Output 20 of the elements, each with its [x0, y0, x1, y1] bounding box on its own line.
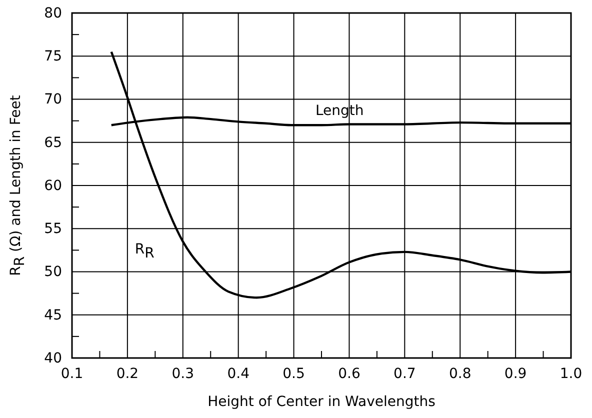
- x-tick-label: 1.0: [560, 366, 582, 382]
- y-tick-label: 45: [44, 307, 62, 324]
- x-tick-label: 0.5: [282, 366, 305, 382]
- x-tick-label: 0.6: [338, 366, 360, 382]
- x-tick-label: 0.1: [60, 366, 84, 382]
- y-tick-label: 80: [44, 5, 62, 22]
- x-tick-label: 0.7: [394, 366, 416, 382]
- y-tick-label: 50: [44, 264, 62, 280]
- x-tick-label: 0.3: [172, 366, 194, 382]
- x-axis-title: Height of Center in Wavelengths: [208, 394, 436, 410]
- y-tick-label: 65: [44, 134, 62, 151]
- x-tick-label: 0.4: [227, 366, 250, 382]
- x-tick-label: 0.2: [116, 366, 139, 382]
- y-tick-label: 55: [44, 221, 62, 238]
- x-tick-label: 0.9: [504, 366, 527, 382]
- y-tick-label: 70: [44, 92, 62, 108]
- y-tick-label: 40: [44, 350, 62, 366]
- x-tick-label: 0.8: [448, 366, 472, 382]
- y-tick-label: 75: [44, 48, 62, 65]
- y-tick-label: 60: [44, 178, 62, 194]
